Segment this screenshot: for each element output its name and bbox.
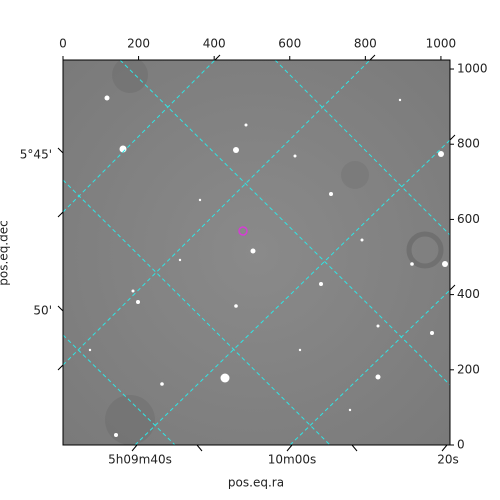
frame (62, 59, 451, 446)
ra-tick-label: 5h09m40s (108, 453, 172, 467)
ra-tick-label: 20s (437, 453, 459, 467)
x-tick-label: 600 (278, 37, 301, 51)
y-tick-label: 0 (457, 438, 465, 452)
world-ticks (57, 54, 456, 452)
y-tick-label: 800 (457, 137, 480, 151)
y-tick-label: 1000 (457, 62, 488, 76)
y-tick-label: 600 (457, 212, 480, 226)
image-features (63, 60, 450, 445)
x-tick-label: 200 (127, 37, 150, 51)
x-tick-label: 400 (203, 37, 226, 51)
y-tick-label: 400 (457, 287, 480, 301)
dec-tick-label: 5°45' (20, 148, 52, 162)
image (63, 60, 450, 445)
y-tick-label: 200 (457, 362, 480, 376)
y-axis-label: pos.eq.dec (0, 220, 11, 285)
x-tick-label: 1000 (426, 37, 457, 51)
target-marker (238, 226, 248, 236)
dec-tick-label: 50' (33, 304, 52, 318)
coordinate-grid (63, 60, 450, 445)
x-tick-label: 800 (354, 37, 377, 51)
x-axis-label: pos.eq.ra (228, 476, 284, 490)
ra-tick-label: 10m00s (268, 453, 316, 467)
x-tick-label: 0 (59, 37, 67, 51)
